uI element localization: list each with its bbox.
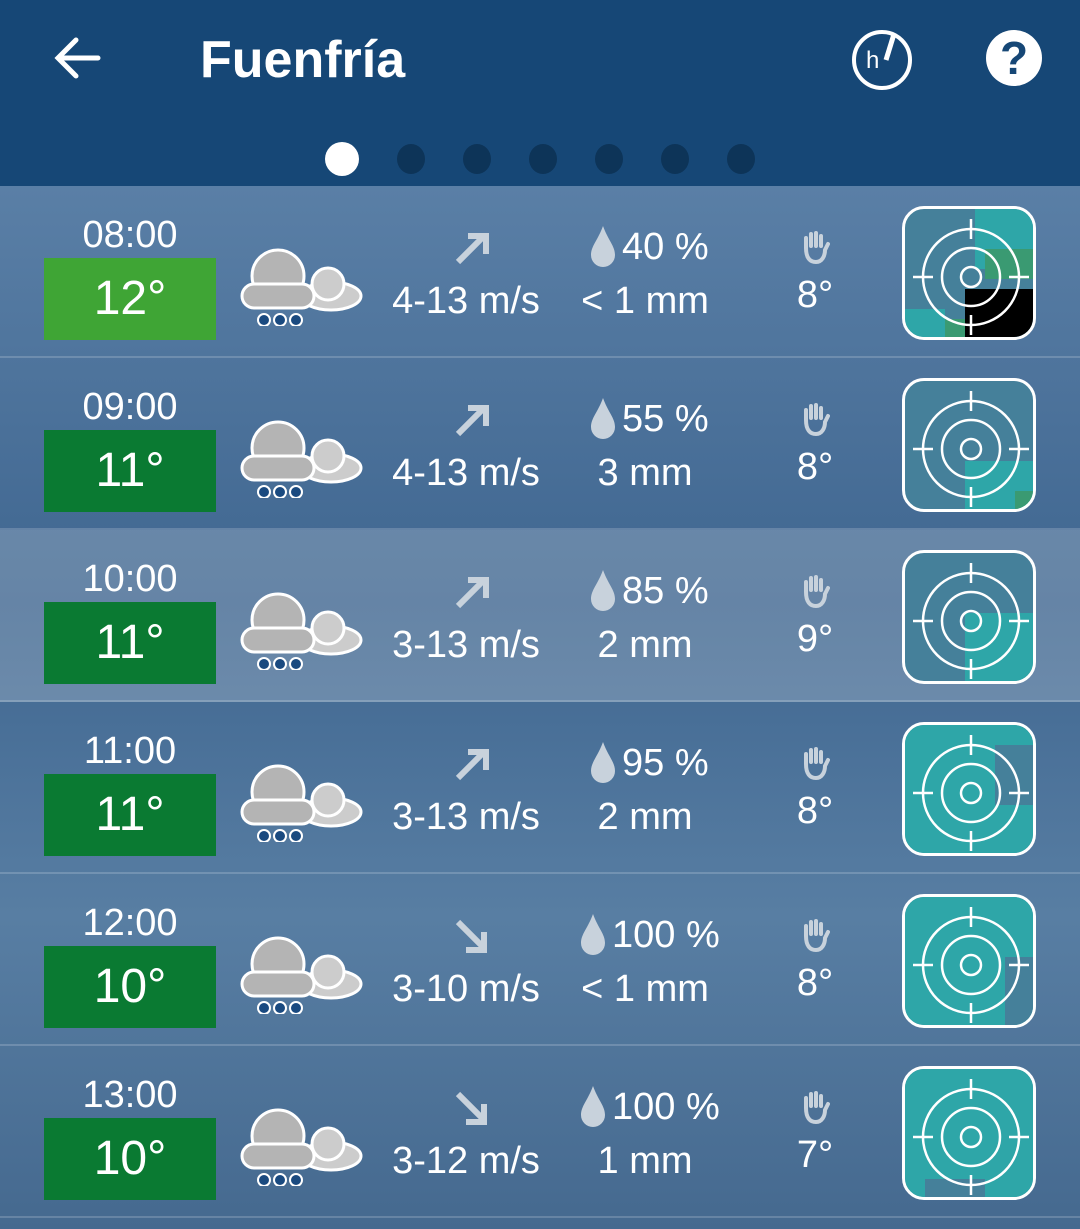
hand-feels-like-icon [804,1091,830,1124]
feels-like-temp: 8° [796,790,834,832]
page-dot[interactable] [397,144,425,174]
forecast-row[interactable]: 09:00 11° 4-13 m/s 55 % 3 mm 8° [0,358,1080,530]
feels-like-temp: 7° [796,1134,834,1176]
page-dot[interactable] [325,142,359,176]
raindrop-icon [591,398,615,439]
temperature-badge: 11° [44,602,216,684]
hourly-forecast-list: 08:00 12° 4-13 m/s 40 % < 1 mm 8° 09:00 … [0,186,1080,1229]
hour-label: 11:00 [83,730,177,772]
hour-label: 12:00 [82,902,178,944]
radar-thumbnail[interactable] [902,378,1036,512]
wind-speed: 4-13 m/s [392,452,540,494]
radar-crosshair-icon [905,897,1033,1025]
precip-amount: 3 mm [597,452,693,494]
raindrop-icon [591,570,615,611]
radar-crosshair-icon [913,563,1033,681]
radar-thumbnail[interactable] [902,722,1036,856]
wind-direction-arrow-icon [455,405,489,437]
radar-thumbnail[interactable] [902,894,1036,1028]
hour-label: 13:00 [82,1074,178,1116]
radar-crosshair-icon [905,209,1033,337]
precip-probability: 100 % [612,1086,720,1128]
radar-crosshair-icon [913,391,1033,509]
hand-feels-like-icon [804,747,830,780]
page-dot[interactable] [529,144,557,174]
svg-text:h: h [866,47,879,74]
radar-thumbnail[interactable] [902,206,1036,340]
hand-feels-like-icon [804,403,830,436]
raindrop-icon [581,914,605,955]
feels-like-temp: 8° [796,274,834,316]
temperature-badge: 11° [44,774,216,856]
rain-cloud-icon [240,764,363,842]
forecast-row[interactable]: 10:00 11° 3-13 m/s 85 % 2 mm 9° [0,530,1080,702]
precip-probability: 95 % [622,742,709,784]
arrow-left-icon[interactable] [50,30,106,86]
rain-cloud-icon [240,936,363,1014]
page-dot[interactable] [661,144,689,174]
hour-label: 10:00 [82,558,178,600]
precip-probability: 85 % [622,570,709,612]
temperature-badge: 12° [44,258,216,340]
page-indicator[interactable] [325,142,755,176]
wind-speed: 4-13 m/s [392,280,540,322]
precip-amount: < 1 mm [581,280,709,322]
forecast-row[interactable]: 12:00 10° 3-10 m/s 100 % < 1 mm 8° [0,874,1080,1046]
wind-direction-arrow-icon [455,749,489,781]
feels-like-temp: 8° [796,446,834,488]
raindrop-icon [581,1086,605,1127]
page-dot[interactable] [595,144,623,174]
help-button[interactable]: ? [986,30,1042,86]
hand-feels-like-icon [804,231,830,264]
temperature-badge: 11° [44,430,216,512]
precip-probability: 100 % [612,914,720,956]
precip-probability: 40 % [622,226,709,268]
radar-crosshair-icon [905,1069,1033,1197]
radar-crosshair-icon [905,725,1033,853]
wind-direction-arrow-icon [455,919,487,953]
hand-feels-like-icon [804,919,830,952]
raindrop-icon [591,742,615,783]
page-title: Fuenfría [200,31,406,89]
wind-direction-arrow-icon [455,1091,487,1125]
wind-direction-arrow-icon [455,233,489,265]
page-dot[interactable] [463,144,491,174]
wind-speed: 3-12 m/s [392,1140,540,1182]
precip-amount: 2 mm [597,624,693,666]
temperature-badge: 10° [44,946,216,1028]
precip-probability: 55 % [622,398,709,440]
app-header: Fuenfría h ? [0,0,1080,186]
precip-amount: 1 mm [597,1140,693,1182]
forecast-row[interactable]: 08:00 12° 4-13 m/s 40 % < 1 mm 8° [0,186,1080,358]
wind-speed: 3-13 m/s [392,624,540,666]
h-clock-icon[interactable]: h [850,28,914,92]
hour-label: 09:00 [82,386,178,428]
wind-speed: 3-10 m/s [392,968,540,1010]
temperature-badge: 10° [44,1118,216,1200]
rain-cloud-icon [240,248,363,326]
hour-label: 08:00 [82,214,178,256]
wind-speed: 3-13 m/s [392,796,540,838]
forecast-row[interactable]: 13:00 10° 3-12 m/s 100 % 1 mm 7° [0,1046,1080,1218]
feels-like-temp: 8° [796,962,834,1004]
hand-feels-like-icon [804,575,830,608]
rain-cloud-icon [240,1108,363,1186]
precip-amount: 2 mm [597,796,693,838]
raindrop-icon [591,226,615,267]
rain-cloud-icon [240,592,363,670]
radar-thumbnail[interactable] [902,550,1036,684]
precip-amount: < 1 mm [581,968,709,1010]
radar-thumbnail[interactable] [902,1066,1036,1200]
page-dot[interactable] [727,144,755,174]
forecast-row[interactable]: 11:00 11° 3-13 m/s 95 % 2 mm 8° [0,702,1080,874]
rain-cloud-icon [240,420,363,498]
wind-direction-arrow-icon [455,577,489,609]
feels-like-temp: 9° [796,618,834,660]
